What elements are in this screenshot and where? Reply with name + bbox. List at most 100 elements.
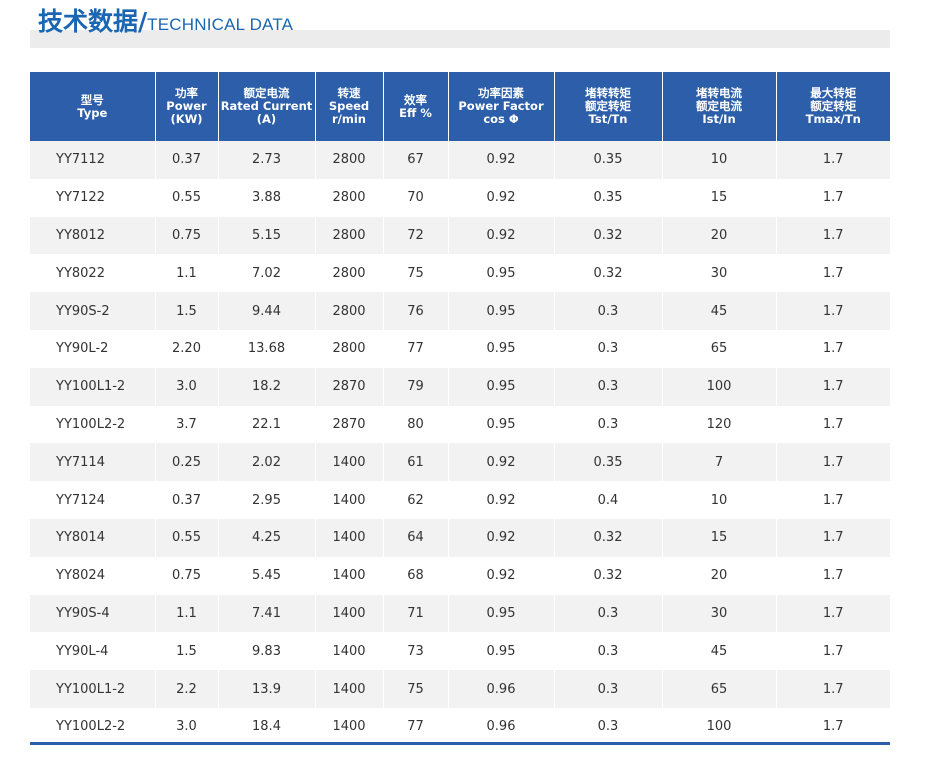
- column-header-line: 额定转矩: [810, 99, 857, 113]
- table-bottom-rule: [30, 742, 890, 745]
- table-cell: 2870: [314, 405, 383, 444]
- column-header-line: 额定转矩: [585, 99, 631, 113]
- table-cell: 1.7: [775, 367, 890, 406]
- table-cell: 0.25: [154, 443, 218, 482]
- column-header-line: Power: [166, 99, 207, 113]
- table-header-row: 型号 Type 功率 Power (KW) 额定电流 Rated Current (A) 转速 S…: [30, 72, 890, 141]
- table-cell: 1.7: [775, 178, 890, 217]
- table-cell: 0.92: [447, 518, 554, 557]
- table-cell: 1400: [314, 443, 383, 482]
- column-header-line: 功率因素: [478, 86, 524, 100]
- table-cell: 65: [661, 670, 776, 708]
- table-cell: 0.35: [553, 178, 662, 217]
- table-cell: 1.1: [154, 254, 218, 293]
- column-header-3: 转速 Speed r/min: [314, 72, 383, 141]
- table-cell: 22.1: [217, 405, 315, 444]
- page-title-english: TECHNICAL DATA: [147, 15, 294, 34]
- table-cell: 2.20: [154, 329, 218, 368]
- column-header-line: 额定电流: [696, 99, 742, 113]
- model-type-cell: YY8024: [30, 556, 155, 595]
- column-header-6: 堵转转矩 额定转矩 Tst/Tn: [553, 72, 662, 141]
- column-header-line: 堵转转矩: [585, 86, 631, 100]
- table-cell: 2800: [314, 292, 383, 330]
- table-row: YY8024 0.75 5.45 1400 68 0.92 0.32 20 1.7: [30, 556, 890, 595]
- table-cell: 75: [382, 670, 448, 708]
- table-cell: 1.7: [775, 216, 890, 255]
- table-cell: 0.95: [447, 594, 554, 633]
- column-header-1: 功率 Power (KW): [154, 72, 218, 141]
- table-cell: 1.7: [775, 707, 890, 746]
- table-cell: 3.7: [154, 405, 218, 444]
- table-cell: 2800: [314, 216, 383, 255]
- table-cell: 20: [661, 556, 776, 595]
- column-header-0: 型号 Type: [30, 72, 155, 141]
- table-cell: 0.95: [447, 405, 554, 444]
- column-header-line: cos Φ: [483, 112, 519, 126]
- table-cell: 18.2: [217, 367, 315, 406]
- table-row: YY90S-2 1.5 9.44 2800 76 0.95 0.3 45 1.7: [30, 292, 890, 330]
- model-type-cell: YY7112: [30, 141, 155, 179]
- table-cell: 0.3: [553, 632, 662, 671]
- table-cell: 1400: [314, 518, 383, 557]
- table-row: YY100L1-2 3.0 18.2 2870 79 0.95 0.3 100 1.7: [30, 367, 890, 406]
- title-underlay-bar: [30, 30, 890, 48]
- column-header-line: Tst/Tn: [588, 112, 628, 126]
- table-cell: 0.95: [447, 254, 554, 293]
- table-cell: 71: [382, 594, 448, 633]
- table-cell: 0.92: [447, 443, 554, 482]
- table-cell: 0.92: [447, 178, 554, 217]
- model-type-cell: YY90S-2: [30, 292, 155, 330]
- table-cell: 1.7: [775, 443, 890, 482]
- table-cell: 75: [382, 254, 448, 293]
- table-cell: 1400: [314, 707, 383, 746]
- table-cell: 72: [382, 216, 448, 255]
- table-cell: 20: [661, 216, 776, 255]
- table-cell: 120: [661, 405, 776, 444]
- table-cell: 10: [661, 481, 776, 519]
- column-header-line: 功率: [175, 86, 198, 100]
- table-cell: 68: [382, 556, 448, 595]
- table-cell: 1.7: [775, 292, 890, 330]
- table-cell: 2800: [314, 141, 383, 179]
- model-type-cell: YY7124: [30, 481, 155, 519]
- technical-data-table: 型号 Type 功率 Power (KW) 额定电流 Rated Current (A) 转速 S…: [30, 72, 890, 746]
- table-cell: 9.44: [217, 292, 315, 330]
- table-cell: 0.3: [553, 594, 662, 633]
- table-row: YY100L2-2 3.7 22.1 2870 80 0.95 0.3 120 1.7: [30, 405, 890, 444]
- table-cell: 65: [661, 329, 776, 368]
- table-cell: 3.88: [217, 178, 315, 217]
- table-row: YY100L1-2 2.2 13.9 1400 75 0.96 0.3 65 1.7: [30, 670, 890, 708]
- model-type-cell: YY8012: [30, 216, 155, 255]
- table-cell: 9.83: [217, 632, 315, 671]
- table-cell: 1.7: [775, 518, 890, 557]
- table-cell: 2.95: [217, 481, 315, 519]
- table-cell: 0.32: [553, 254, 662, 293]
- table-cell: 1400: [314, 594, 383, 633]
- table-cell: 0.32: [553, 216, 662, 255]
- column-header-line: 效率: [404, 92, 427, 107]
- table-cell: 0.95: [447, 292, 554, 330]
- table-cell: 2.02: [217, 443, 315, 482]
- table-row: YY100L2-2 3.0 18.4 1400 77 0.96 0.3 100 1.7: [30, 707, 890, 746]
- table-cell: 1.5: [154, 292, 218, 330]
- table-cell: 0.92: [447, 216, 554, 255]
- table-cell: 2800: [314, 178, 383, 217]
- column-header-5: 功率因素 Power Factor cos Φ: [447, 72, 554, 141]
- table-cell: 13.9: [217, 670, 315, 708]
- table-cell: 3.0: [154, 367, 218, 406]
- table-row: YY90S-4 1.1 7.41 1400 71 0.95 0.3 30 1.7: [30, 594, 890, 633]
- table-cell: 1400: [314, 632, 383, 671]
- column-header-8: 最大转矩 额定转矩 Tmax/Tn: [775, 72, 890, 141]
- table-row: YY8022 1.1 7.02 2800 75 0.95 0.32 30 1.7: [30, 254, 890, 293]
- table-cell: 62: [382, 481, 448, 519]
- column-header-2: 额定电流 Rated Current (A): [217, 72, 315, 141]
- page-title: 技术数据/TECHNICAL DATA: [38, 9, 293, 34]
- table-row: YY90L-2 2.20 13.68 2800 77 0.95 0.3 65 1.7: [30, 329, 890, 368]
- table-cell: 0.37: [154, 141, 218, 179]
- table-cell: 4.25: [217, 518, 315, 557]
- table-cell: 0.55: [154, 178, 218, 217]
- model-type-cell: YY100L2-2: [30, 707, 155, 746]
- table-cell: 1.7: [775, 670, 890, 708]
- table-cell: 1.7: [775, 405, 890, 444]
- page-title-chinese: 技术数据/: [38, 7, 148, 36]
